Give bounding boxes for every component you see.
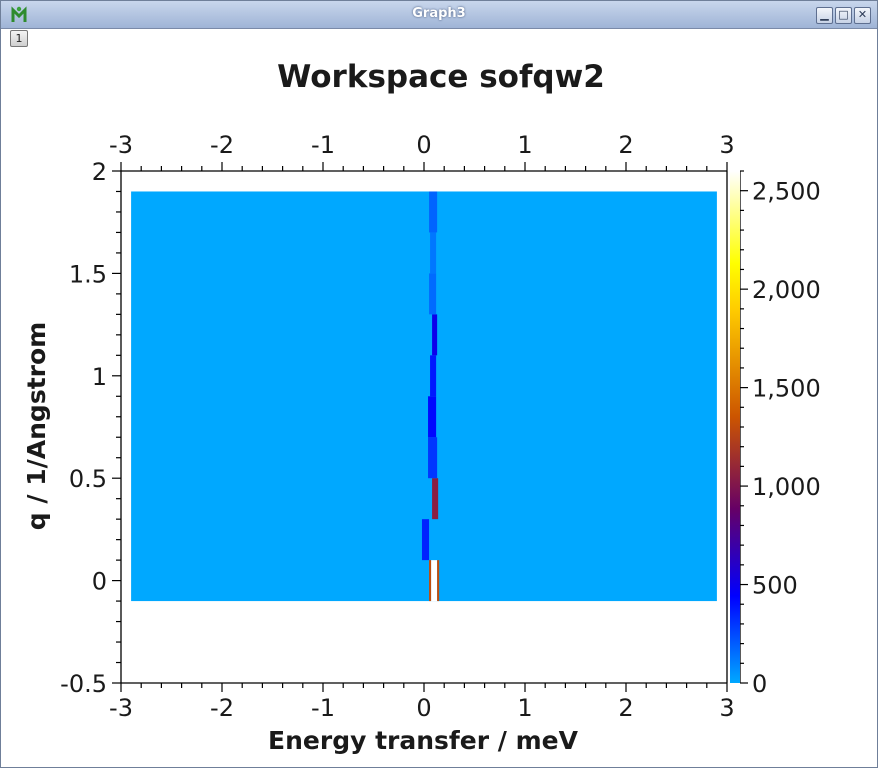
chart-title: Workspace sofqw2: [277, 59, 605, 95]
heatmap-cell: [429, 191, 438, 233]
top-tick-label: 1: [517, 131, 532, 159]
colorbar-tick-label: 1,000: [752, 473, 821, 501]
heatmap-cell: [431, 560, 438, 602]
colorbar-tick-label: 1,500: [752, 375, 821, 403]
heatmap-cell: [428, 396, 437, 438]
y-tick-label: 0.5: [69, 465, 107, 493]
y-tick-label: 2: [92, 158, 107, 186]
top-tick-label: 3: [719, 131, 734, 159]
maximize-icon: □: [838, 8, 849, 21]
maximize-button[interactable]: □: [835, 7, 852, 24]
heatmap-cell: [429, 273, 437, 315]
heatmap-cell: [432, 478, 439, 520]
layer-1-button[interactable]: 1: [10, 30, 28, 47]
heatmap-cell: [432, 314, 438, 356]
window-title: Graph3: [412, 6, 466, 21]
axis-ticks: [112, 162, 728, 692]
heatmap-cell: [430, 355, 437, 397]
x-tick-label: 2: [618, 694, 633, 722]
colorbar-tick-label: 2,500: [752, 178, 821, 206]
y-tick-label: 1.5: [69, 260, 107, 288]
tick-labels: -3 -3 -2 -2 -1 -1 0 0 1 1 2 2 3 3 -0.5 0 0.5 1 1.5 2: [60, 131, 734, 722]
x-tick-label: 3: [719, 694, 734, 722]
y-tick-label: -0.5: [60, 670, 107, 698]
heatmap-cell: [421, 519, 430, 561]
x-axis-label: Energy transfer / meV: [268, 726, 579, 755]
y-axis-label: q / 1/Angstrom: [22, 322, 51, 530]
top-tick-label: 0: [416, 131, 431, 159]
top-tick-label: -1: [311, 131, 335, 159]
heatmap-cell: [430, 232, 437, 274]
colorbar-tick-label: 0: [752, 670, 767, 698]
top-tick-label: -2: [210, 131, 234, 159]
close-button[interactable]: ✕: [854, 7, 871, 24]
colorbar-tick-label: 2,000: [752, 276, 821, 304]
minimize-icon: ▁: [820, 8, 829, 21]
x-tick-label: -3: [109, 694, 133, 722]
heatmap-cell: [429, 560, 432, 602]
heatmap-cell: [428, 437, 438, 479]
x-tick-label: 0: [416, 694, 431, 722]
x-tick-label: -2: [210, 694, 234, 722]
x-tick-label: -1: [311, 694, 335, 722]
minimize-button[interactable]: ▁: [816, 7, 833, 24]
close-icon: ✕: [857, 8, 868, 21]
colorbar-tick-label: 500: [752, 572, 798, 600]
window-titlebar[interactable]: Graph3 ▁ □ ✕: [1, 1, 877, 29]
top-tick-label: 2: [618, 131, 633, 159]
x-tick-label: 1: [517, 694, 532, 722]
y-tick-label: 0: [92, 568, 107, 596]
heatmap-cell: [437, 560, 440, 602]
top-tick-label: -3: [109, 131, 133, 159]
colorbar: [730, 171, 740, 683]
y-tick-label: 1: [92, 363, 107, 391]
colorbar-ticks: 0 500 1,000 1,500 2,000 2,500: [740, 170, 821, 698]
mantid-app-icon: [11, 6, 27, 22]
heatmap-cells: [131, 191, 717, 602]
